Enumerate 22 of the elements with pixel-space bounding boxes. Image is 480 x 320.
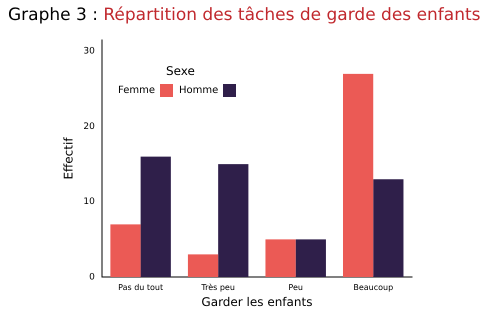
x-tick-label: Pas du tout (118, 282, 164, 292)
x-axis-title: Garder les enfants (201, 294, 312, 309)
x-tick-label: Beaucoup (353, 282, 394, 292)
bar (110, 224, 141, 277)
bar (342, 74, 374, 277)
x-tick-label: Peu (288, 282, 303, 292)
legend-label: Femme (118, 85, 155, 96)
legend-title: Sexe (166, 64, 196, 78)
y-tick-label: 0 (89, 272, 96, 282)
x-tick-label: Très peu (200, 282, 235, 292)
bar (188, 254, 218, 277)
bar (218, 164, 248, 277)
y-tick-label: 30 (83, 46, 96, 57)
legend-label: Homme (179, 85, 218, 96)
y-tick-label: 20 (83, 122, 96, 132)
y-axis-title: Effectif (61, 136, 76, 180)
y-tick-label: 10 (83, 197, 96, 208)
chart-title: Graphe 3 : Répartition des tâches de garde des enfants (8, 5, 480, 25)
bar (265, 239, 296, 277)
bar (296, 239, 326, 277)
bar (140, 156, 171, 277)
bar (373, 179, 404, 277)
